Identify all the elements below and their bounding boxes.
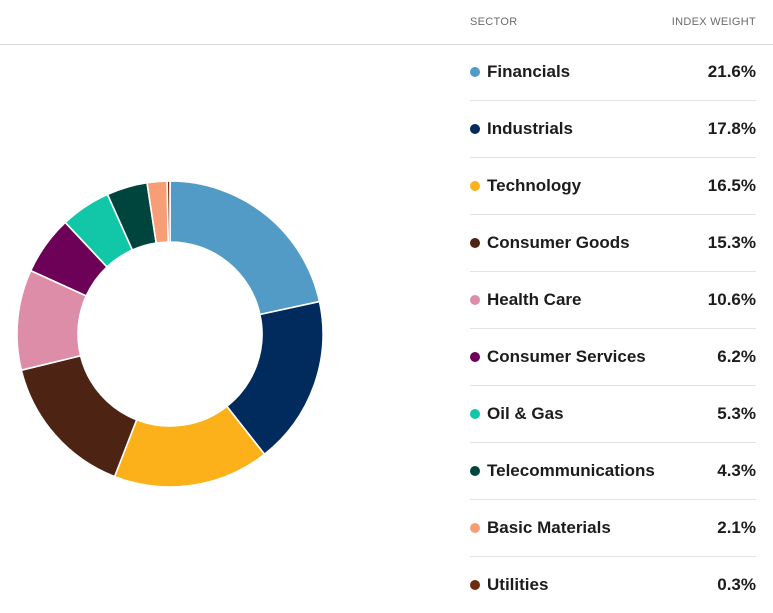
table-row-financials: Financials 21.6% [470, 44, 756, 101]
table-header: SECTOR INDEX WEIGHT [470, 0, 756, 44]
sector-name-financials: Financials [487, 62, 571, 81]
index-weight-utilities: 0.3% [717, 575, 756, 594]
sector-name-basic-materials: Basic Materials [487, 518, 611, 537]
sector-cell: Health Care [470, 290, 581, 310]
legend-swatch-oil-gas [470, 409, 480, 419]
header-divider [0, 44, 773, 45]
index-weight-health-care: 10.6% [707, 290, 756, 309]
sector-name-technology: Technology [487, 176, 582, 195]
donut-chart [0, 45, 440, 609]
legend-swatch-basic-materials [470, 523, 480, 533]
legend-swatch-consumer-goods [470, 238, 480, 248]
sector-cell: Financials [470, 62, 570, 82]
table-row-industrials: Industrials 17.8% [470, 101, 756, 158]
legend-swatch-financials [470, 67, 480, 77]
legend-swatch-utilities [470, 580, 480, 590]
legend-swatch-industrials [470, 124, 480, 134]
table-row-telecommunications: Telecommunications 4.3% [470, 443, 756, 500]
sector-cell: Technology [470, 176, 581, 196]
legend-swatch-consumer-services [470, 352, 480, 362]
table-body: Financials 21.6% Industrials 17.8% Technolog… [470, 44, 756, 613]
sector-name-consumer-services: Consumer Services [487, 347, 646, 366]
slice-financials[interactable] [169, 180, 321, 316]
legend-swatch-technology [470, 181, 480, 191]
sector-name-telecommunications: Telecommunications [487, 461, 655, 480]
sector-name-industrials: Industrials [487, 119, 573, 138]
legend-swatch-health-care [470, 295, 480, 305]
sector-cell: Consumer Goods [470, 233, 630, 253]
table-row-consumer-goods: Consumer Goods 15.3% [470, 215, 756, 272]
index-weight-oil-gas: 5.3% [717, 404, 756, 423]
sector-name-utilities: Utilities [487, 575, 549, 594]
donut-chart-svg [16, 180, 324, 488]
index-weight-consumer-services: 6.2% [717, 347, 756, 366]
index-weight-consumer-goods: 15.3% [707, 233, 756, 252]
table-row-health-care: Health Care 10.6% [470, 272, 756, 329]
table-row-utilities: Utilities 0.3% [470, 557, 756, 613]
index-weight-industrials: 17.8% [707, 119, 756, 138]
index-weight-technology: 16.5% [707, 176, 756, 195]
index-weight-basic-materials: 2.1% [717, 518, 756, 537]
sector-name-consumer-goods: Consumer Goods [487, 233, 630, 252]
index-weight-telecommunications: 4.3% [717, 461, 756, 480]
sector-cell: Consumer Services [470, 347, 646, 367]
sector-cell: Telecommunications [470, 461, 655, 481]
sector-name-health-care: Health Care [487, 290, 582, 309]
sector-column-header: SECTOR [470, 16, 518, 28]
sector-name-oil-gas: Oil & Gas [487, 404, 564, 423]
table-row-basic-materials: Basic Materials 2.1% [470, 500, 756, 557]
index-weight-financials: 21.6% [707, 62, 756, 81]
table-row-consumer-services: Consumer Services 6.2% [470, 329, 756, 386]
slice-consumer-goods[interactable] [20, 354, 138, 478]
sector-cell: Basic Materials [470, 518, 611, 538]
table-row-oil-gas: Oil & Gas 5.3% [470, 386, 756, 443]
slice-utilities[interactable] [166, 180, 171, 243]
sector-cell: Utilities [470, 575, 548, 595]
sector-cell: Oil & Gas [470, 404, 564, 424]
sector-cell: Industrials [470, 119, 573, 139]
table-row-technology: Technology 16.5% [470, 158, 756, 215]
sector-weight-table: SECTOR INDEX WEIGHT Financials 21.6% Indus… [470, 0, 756, 613]
index-weight-column-header: INDEX WEIGHT [671, 16, 756, 28]
legend-swatch-telecommunications [470, 466, 480, 476]
